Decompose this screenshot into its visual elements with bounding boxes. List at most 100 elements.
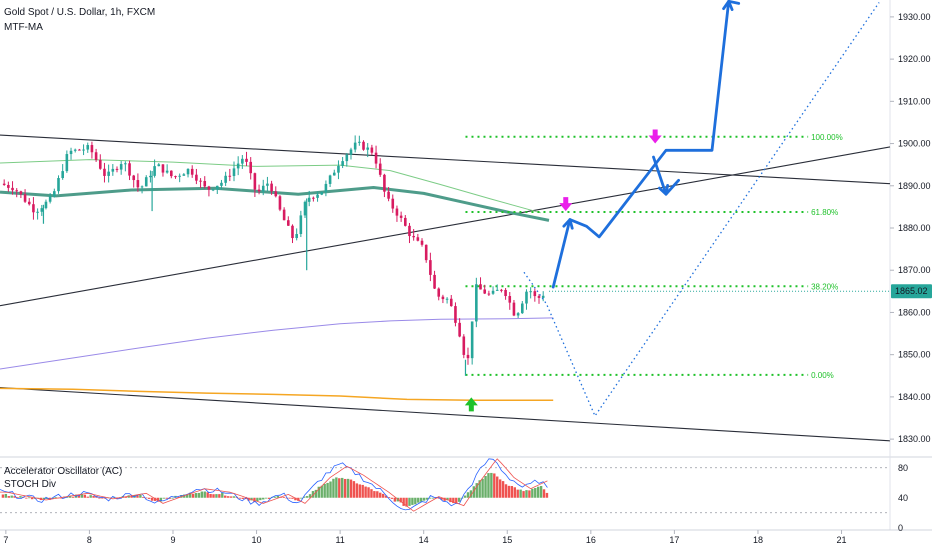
oscillator-bar bbox=[452, 497, 455, 504]
oscillator-bar bbox=[323, 483, 326, 498]
candle-body bbox=[378, 163, 382, 175]
candle bbox=[516, 312, 520, 319]
candle bbox=[525, 289, 528, 310]
candle bbox=[353, 135, 357, 153]
candle bbox=[174, 175, 177, 179]
oscillator-bar bbox=[168, 497, 171, 499]
x-tick-label: 9 bbox=[170, 535, 175, 545]
candle-body bbox=[90, 145, 94, 153]
oscillator-bar bbox=[177, 496, 180, 498]
candle-body bbox=[349, 149, 353, 155]
candle bbox=[178, 173, 181, 183]
sell-signal-arrow bbox=[648, 129, 662, 144]
candle bbox=[107, 164, 110, 183]
oscillator-bar bbox=[28, 497, 31, 499]
oscillator-bar bbox=[206, 492, 209, 498]
candle-body bbox=[94, 152, 98, 160]
candle-body bbox=[224, 175, 227, 183]
candle-body bbox=[157, 164, 161, 167]
candle-body bbox=[483, 289, 486, 294]
x-tick-label: 7 bbox=[3, 535, 8, 545]
projection-arrowhead bbox=[562, 218, 574, 230]
oscillator-bar bbox=[387, 497, 391, 498]
oscillator-bar bbox=[379, 492, 382, 498]
oscillator-bar bbox=[226, 496, 230, 498]
candle-body bbox=[261, 185, 265, 192]
oscillator-bar bbox=[545, 492, 549, 498]
oscillator-bar bbox=[241, 497, 244, 499]
oscillator-bar bbox=[68, 495, 72, 498]
oscillator-indicator-label: STOCH Div bbox=[4, 479, 57, 490]
candle-body bbox=[395, 208, 399, 216]
oscillator-bar bbox=[221, 492, 224, 498]
oscillator-title: Accelerator Oscillator (AC) bbox=[4, 466, 123, 477]
candle-body bbox=[48, 196, 52, 202]
candle bbox=[15, 188, 19, 198]
candle-body bbox=[132, 175, 136, 181]
oscillator-bar bbox=[77, 495, 81, 498]
candle-body bbox=[236, 163, 240, 169]
candle bbox=[537, 294, 541, 304]
stoch-d-line bbox=[0, 458, 548, 512]
candle bbox=[449, 295, 453, 307]
candle-body bbox=[124, 163, 127, 165]
fib-level-label: 38.20% bbox=[811, 282, 838, 291]
candle bbox=[483, 284, 486, 295]
candle-body bbox=[128, 163, 131, 176]
candle bbox=[458, 318, 461, 338]
y-tick-label: 1860.00 bbox=[898, 307, 931, 317]
oscillator-bars bbox=[1, 472, 549, 507]
oscillator-bar bbox=[493, 473, 496, 498]
oscillator-bar bbox=[19, 496, 22, 498]
candle bbox=[136, 173, 140, 192]
oscillator-bar bbox=[513, 487, 516, 498]
candle bbox=[504, 288, 507, 300]
oscillator-bar bbox=[463, 495, 467, 498]
oscillator-bar bbox=[232, 496, 236, 498]
candle-body bbox=[337, 165, 340, 173]
candle bbox=[495, 284, 499, 291]
oscillator-bar bbox=[355, 483, 359, 498]
oscillator-bar bbox=[71, 496, 75, 498]
candle bbox=[261, 179, 265, 196]
fib-level-label: 61.80% bbox=[811, 208, 838, 217]
candle-body bbox=[391, 198, 395, 209]
oscillator-y-tick-label: 0 bbox=[898, 523, 903, 533]
oscillator-bar bbox=[531, 488, 534, 498]
oscillator-bar bbox=[194, 493, 198, 498]
candle bbox=[78, 148, 81, 151]
oscillator-bar bbox=[145, 497, 148, 499]
candle bbox=[224, 171, 227, 187]
oscillator-bar bbox=[320, 485, 323, 498]
candle bbox=[190, 165, 194, 178]
candle-body bbox=[324, 183, 328, 192]
candle bbox=[253, 172, 257, 197]
candle-body bbox=[165, 170, 169, 173]
oscillator-bar bbox=[335, 477, 338, 498]
moving-average-line bbox=[0, 317, 554, 370]
candle bbox=[500, 288, 503, 293]
candle bbox=[408, 222, 411, 244]
fib-level-label: 100.00% bbox=[811, 133, 843, 142]
candle bbox=[291, 224, 294, 244]
oscillator-bar bbox=[253, 497, 256, 503]
x-tick-label: 14 bbox=[419, 535, 429, 545]
oscillator-y-tick-label: 40 bbox=[898, 493, 908, 503]
candle-body bbox=[190, 168, 194, 175]
oscillator-bar bbox=[1, 494, 5, 498]
oscillator-bar bbox=[10, 495, 13, 498]
y-tick-label: 1840.00 bbox=[898, 392, 931, 402]
oscillator-bar bbox=[343, 478, 347, 498]
oscillator-bar bbox=[466, 492, 470, 498]
oscillator-bar bbox=[469, 490, 473, 498]
candle bbox=[140, 185, 144, 194]
chart-title: Gold Spot / U.S. Dollar, 1h, FXCM bbox=[4, 7, 156, 18]
candle-body bbox=[220, 182, 223, 186]
candle-body bbox=[44, 201, 48, 209]
projection-arrowhead bbox=[722, 0, 734, 11]
candle-body bbox=[228, 175, 232, 177]
oscillator-bar bbox=[25, 497, 28, 499]
oscillator-bar bbox=[361, 484, 364, 498]
candle-body bbox=[140, 186, 144, 188]
oscillator-bar bbox=[417, 497, 420, 503]
